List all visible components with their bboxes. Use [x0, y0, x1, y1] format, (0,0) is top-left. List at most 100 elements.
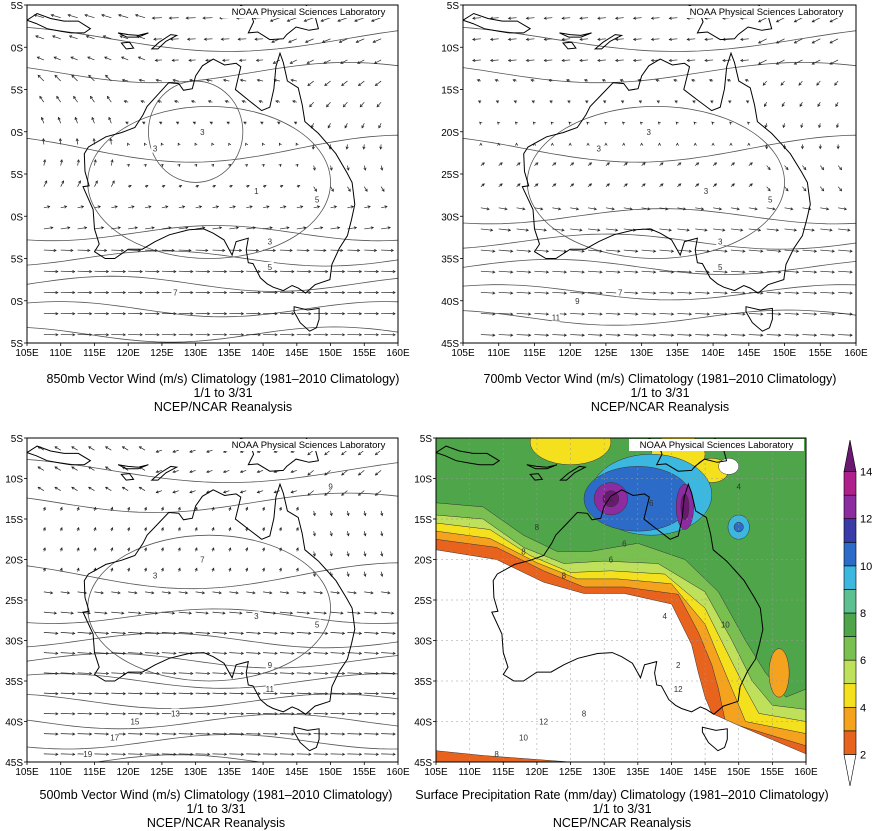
- wind-arrowhead: [275, 100, 279, 104]
- contour-label: 19: [83, 750, 92, 759]
- wind-arrowhead: [101, 14, 105, 17]
- wind-vector: [71, 486, 78, 491]
- wind-arrowhead: [68, 35, 73, 39]
- wind-arrowhead: [105, 631, 110, 635]
- x-tick-label: 135E: [218, 767, 242, 778]
- wind-arrowhead: [245, 142, 249, 146]
- wind-vector: [766, 334, 781, 336]
- wind-arrowhead: [843, 207, 848, 211]
- wind-vector: [490, 38, 499, 40]
- wind-arrowhead: [189, 490, 193, 494]
- wind-vector: [330, 510, 333, 516]
- wind-arrowhead: [378, 125, 382, 129]
- wind-arrowhead: [75, 137, 79, 142]
- wind-vector: [296, 611, 310, 614]
- wind-vector: [798, 80, 803, 86]
- x-tick-label: 105E: [424, 767, 448, 778]
- wind-arrowhead: [84, 14, 88, 17]
- wind-arrowhead: [157, 100, 161, 104]
- wind-arrowhead: [599, 270, 603, 274]
- wind-arrowhead: [772, 207, 776, 211]
- wind-vector: [570, 207, 579, 210]
- wind-arrowhead: [258, 100, 262, 104]
- wind-vector: [713, 313, 728, 315]
- wind-arrowhead: [357, 452, 362, 456]
- wind-arrowhead: [364, 188, 368, 192]
- wind-vector: [748, 291, 763, 294]
- wind-arrowhead: [342, 269, 346, 274]
- wind-arrowhead: [102, 35, 106, 39]
- wind-arrowhead: [144, 142, 147, 146]
- wind-vector: [562, 59, 571, 61]
- wind-arrowhead: [312, 512, 316, 517]
- wind-vector: [42, 138, 45, 145]
- wind-arrowhead: [240, 333, 245, 337]
- wind-arrowhead: [553, 162, 557, 166]
- wind-arrowhead: [329, 167, 333, 171]
- panel3-dates: 1/1 to 3/31: [186, 802, 246, 816]
- wind-vector: [88, 466, 95, 471]
- wind-arrowhead: [849, 333, 853, 337]
- wind-arrowhead: [324, 492, 328, 496]
- y-tick-label: 25S: [414, 596, 432, 607]
- wind-vector: [820, 249, 835, 252]
- wind-vector: [605, 334, 620, 336]
- contour-label: 8: [494, 750, 499, 759]
- wind-arrowhead: [154, 611, 159, 615]
- wind-arrowhead: [311, 146, 315, 150]
- wind-vector: [347, 206, 354, 209]
- wind-vector: [587, 162, 592, 166]
- wind-arrowhead: [160, 547, 164, 551]
- wind-arrowhead: [353, 226, 358, 230]
- y-tick-label: 5S: [11, 339, 24, 350]
- wind-arrowhead: [291, 290, 295, 295]
- wind-arrowhead: [168, 16, 172, 20]
- wind-arrowhead: [139, 732, 143, 736]
- y-tick-label: 25S: [5, 596, 23, 607]
- wind-arrowhead: [512, 79, 516, 83]
- wind-arrowhead: [346, 553, 350, 557]
- wind-arrowhead: [160, 142, 164, 146]
- wind-vector: [802, 313, 817, 315]
- wind-arrowhead: [686, 37, 690, 41]
- wind-arrowhead: [637, 79, 641, 83]
- wind-arrowhead: [548, 79, 552, 83]
- wind-arrowhead: [71, 74, 75, 78]
- wind-arrowhead: [363, 512, 367, 517]
- wind-vector: [374, 59, 382, 64]
- wind-vector: [570, 334, 585, 336]
- wind-vector: [364, 692, 379, 695]
- wind-arrowhead: [232, 205, 236, 209]
- wind-vector: [659, 270, 674, 273]
- wind-arrowhead: [240, 671, 245, 676]
- contour-label: 6: [649, 499, 654, 508]
- wind-vector: [263, 611, 276, 614]
- wind-arrowhead: [278, 163, 282, 167]
- wind-vector: [358, 490, 365, 496]
- wind-arrowhead: [742, 333, 746, 337]
- wind-arrowhead: [696, 183, 700, 187]
- wind-arrowhead: [61, 180, 65, 184]
- wind-arrowhead: [72, 692, 76, 696]
- wind-vector: [88, 446, 95, 451]
- wind-arrowhead: [76, 527, 80, 531]
- wind-arrowhead: [489, 58, 494, 63]
- contour-label: 8: [521, 547, 526, 556]
- wind-vector: [713, 334, 728, 336]
- panel3-title: 500mb Vector Wind (m/s) Climatology (198…: [39, 788, 393, 802]
- wind-arrowhead: [64, 205, 68, 209]
- wind-arrowhead: [553, 183, 557, 187]
- wind-vector: [60, 206, 67, 209]
- x-tick-label: 120E: [117, 348, 141, 359]
- wind-arrowhead: [243, 121, 247, 125]
- wind-arrowhead: [325, 269, 329, 274]
- wind-vector: [156, 449, 163, 453]
- y-tick-label: 5S: [447, 1, 460, 12]
- wind-vector: [313, 713, 328, 715]
- y-tick-label: 5S: [11, 86, 24, 97]
- wind-vector: [605, 313, 620, 315]
- wind-arrowhead: [800, 146, 805, 150]
- wind-vector: [615, 38, 624, 40]
- wind-arrowhead: [239, 611, 243, 615]
- colorbar-swatch: [843, 612, 857, 637]
